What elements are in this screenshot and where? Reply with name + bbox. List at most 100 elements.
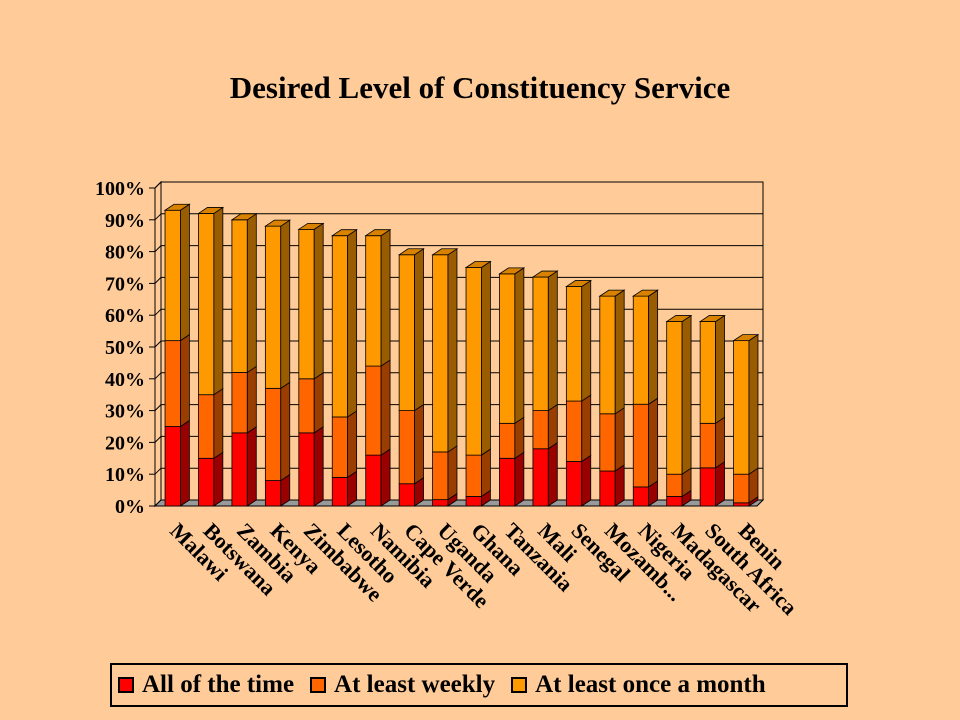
y-tick-label: 70% (105, 273, 145, 295)
bar-segment-front (632, 486, 650, 507)
bar-segment-side (514, 451, 525, 507)
bar-segment-front (565, 400, 583, 462)
y-tick-label: 80% (105, 242, 145, 264)
bar-top (464, 261, 492, 268)
legend-label: At least once a month (535, 671, 766, 698)
bar-segment-side (581, 454, 592, 507)
bar-segment-front (432, 451, 449, 501)
bar-segment-side (514, 416, 525, 460)
bar-segment-side (715, 416, 725, 469)
bar-top (264, 219, 292, 227)
bar-segment-front (164, 426, 181, 507)
bar-segment-front (499, 422, 516, 459)
bar-segment-front (565, 461, 583, 507)
bar-segment-front (298, 228, 315, 380)
bar-segment-front (532, 410, 549, 450)
y-tick-label: 10% (105, 464, 145, 486)
bar-segment-side (213, 451, 224, 507)
bar-segment-front (298, 378, 315, 434)
bar-segment-front (666, 496, 683, 507)
bar-top (163, 203, 191, 211)
bar-segment-side (648, 289, 659, 405)
bar-segment-front (733, 473, 750, 504)
bar-segment-side (313, 426, 324, 507)
bar-top (397, 248, 425, 256)
bar-segment-side (447, 445, 458, 501)
bar-segment-side (180, 419, 190, 507)
bar-segment-front (365, 235, 382, 367)
y-tick-label: 90% (105, 210, 145, 232)
bar-segment-side (280, 219, 291, 390)
bar-segment-front (565, 286, 583, 402)
bar-segment-front (599, 295, 616, 415)
legend-label: At least weekly (334, 671, 496, 698)
bar-segment-side (581, 394, 592, 463)
wall-gridline (154, 277, 162, 284)
bar-segment-side (514, 267, 525, 425)
y-tick-label: 20% (105, 432, 145, 454)
bar-segment-front (264, 387, 282, 481)
bar-segment-front (398, 483, 415, 507)
bar-top (431, 248, 459, 256)
bar-segment-side (246, 365, 257, 434)
bar-segment-front (432, 499, 449, 507)
bar-top (665, 315, 693, 322)
y-tick-label: 30% (105, 401, 145, 423)
bar-segment-side (180, 333, 190, 428)
bar-segment-front (699, 467, 716, 507)
legend: All of the time At least weekly At least… (110, 663, 848, 707)
bar-segment-side (715, 314, 725, 425)
bar-segment-side (347, 410, 358, 479)
y-tick-label: 0% (115, 496, 145, 518)
bar-segment-side (547, 270, 558, 412)
bar-segment-front (164, 209, 181, 342)
bar-segment-side (246, 213, 257, 374)
bar-segment-front (198, 213, 215, 396)
bar-segment-side (414, 248, 424, 412)
bar-segment-side (347, 228, 358, 418)
wall-gridline (154, 467, 162, 475)
bar-segment-front (532, 448, 549, 507)
bar-segment-side (681, 314, 692, 475)
legend-swatch-all-of-the-time (118, 677, 134, 693)
bar-segment-side (581, 279, 592, 402)
bar-segment-front (264, 225, 282, 389)
legend-swatch-at-least-weekly (310, 677, 327, 693)
bar-segment-side (481, 260, 491, 456)
bar-segment-front (632, 295, 650, 405)
bar-segment-side (213, 206, 224, 396)
bar-segment-front (432, 254, 449, 453)
bar-segment-front (365, 454, 382, 507)
bar-segment-front (264, 480, 282, 507)
y-tick-label: 40% (105, 369, 145, 391)
y-tick-label: 100% (95, 178, 145, 200)
wall-gridline (154, 436, 162, 443)
bar-segment-side (180, 203, 190, 342)
bar-segment-side (715, 461, 725, 507)
bar-segment-front (231, 372, 248, 434)
bar-segment-side (547, 403, 558, 450)
wall-gridline (154, 340, 162, 348)
bar-segment-front (164, 340, 181, 427)
bar-segment-front (599, 413, 616, 472)
bar-segment-front (733, 340, 750, 475)
bar-segment-front (398, 254, 415, 412)
bar-segment-front (365, 365, 382, 456)
bar-segment-front (331, 235, 349, 418)
bar-segment-front (231, 432, 248, 507)
wall-gridline (154, 404, 162, 411)
bar-top (698, 315, 726, 322)
bar-segment-side (213, 387, 224, 460)
bar-segment-side (447, 248, 458, 453)
bar-segment-front (465, 496, 482, 507)
bar-segment-front (198, 394, 215, 459)
bar-segment-side (614, 289, 625, 415)
legend-item-at-least-weekly: At least weekly (310, 671, 495, 699)
bar-segment-front (599, 470, 616, 507)
bar-segment-side (748, 333, 759, 475)
bar-segment-side (614, 407, 625, 472)
legend-label: All of the time (142, 671, 295, 698)
bar-segment-side (280, 381, 291, 482)
wall-gridline (154, 245, 162, 252)
